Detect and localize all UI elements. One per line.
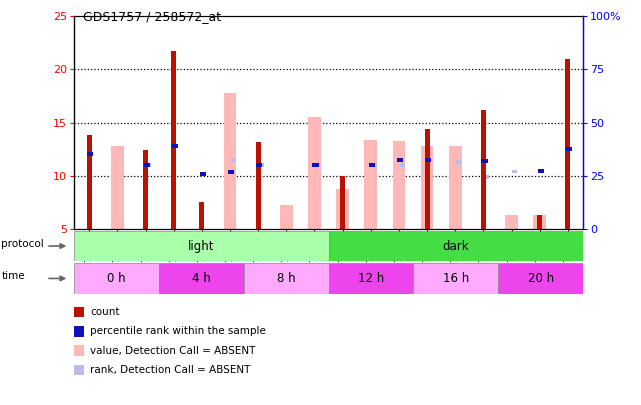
Bar	[329, 263, 413, 294]
Text: 16 h: 16 h	[443, 272, 469, 285]
Bar	[537, 215, 542, 229]
Bar	[481, 110, 486, 229]
Bar	[224, 93, 237, 229]
Bar	[159, 263, 244, 294]
Bar	[372, 163, 377, 167]
Bar	[400, 163, 405, 167]
Bar	[424, 129, 429, 229]
Text: percentile rank within the sample: percentile rank within the sample	[90, 326, 266, 336]
Text: 12 h: 12 h	[358, 272, 384, 285]
Text: GDS1757 / 258572_at: GDS1757 / 258572_at	[83, 10, 221, 23]
Bar	[456, 160, 461, 164]
Bar	[392, 141, 405, 229]
Bar	[111, 146, 124, 229]
Bar	[172, 144, 178, 148]
Bar	[538, 169, 544, 173]
Bar	[144, 163, 150, 167]
Bar	[312, 163, 319, 167]
Bar	[228, 171, 234, 175]
Bar	[425, 158, 431, 162]
Bar	[505, 215, 518, 229]
Bar	[512, 170, 517, 173]
Text: value, Detection Call = ABSENT: value, Detection Call = ABSENT	[90, 346, 256, 356]
Bar	[365, 139, 377, 229]
Bar	[74, 263, 159, 294]
Bar	[259, 163, 264, 167]
Bar	[74, 231, 329, 261]
Text: 4 h: 4 h	[192, 272, 210, 285]
Bar	[280, 205, 292, 229]
Bar	[256, 163, 262, 167]
Bar	[146, 163, 151, 167]
Bar	[171, 51, 176, 229]
Bar	[481, 159, 488, 163]
Bar	[397, 158, 403, 162]
Bar	[143, 150, 148, 229]
Bar	[315, 163, 320, 167]
Text: 0 h: 0 h	[107, 272, 126, 285]
Bar	[199, 202, 204, 229]
Bar	[566, 147, 572, 151]
Bar	[231, 158, 236, 162]
Text: dark: dark	[442, 239, 469, 253]
Bar	[340, 176, 345, 229]
Text: 8 h: 8 h	[277, 272, 296, 285]
Bar	[87, 135, 92, 229]
Text: count: count	[90, 307, 120, 317]
Bar	[244, 263, 329, 294]
Text: light: light	[188, 239, 214, 253]
Text: rank, Detection Call = ABSENT: rank, Detection Call = ABSENT	[90, 365, 251, 375]
Bar	[533, 215, 546, 229]
Text: protocol: protocol	[1, 239, 44, 249]
Bar	[449, 146, 462, 229]
Bar	[200, 172, 206, 175]
Bar	[413, 263, 499, 294]
Bar	[256, 142, 261, 229]
Bar	[308, 117, 320, 229]
Bar	[329, 231, 583, 261]
Text: 20 h: 20 h	[528, 272, 554, 285]
Bar	[565, 59, 570, 229]
Bar	[420, 146, 433, 229]
Text: time: time	[1, 271, 25, 281]
Bar	[369, 163, 375, 167]
Bar	[499, 263, 583, 294]
Bar	[337, 190, 349, 229]
Bar	[87, 152, 94, 156]
Bar	[484, 175, 489, 179]
